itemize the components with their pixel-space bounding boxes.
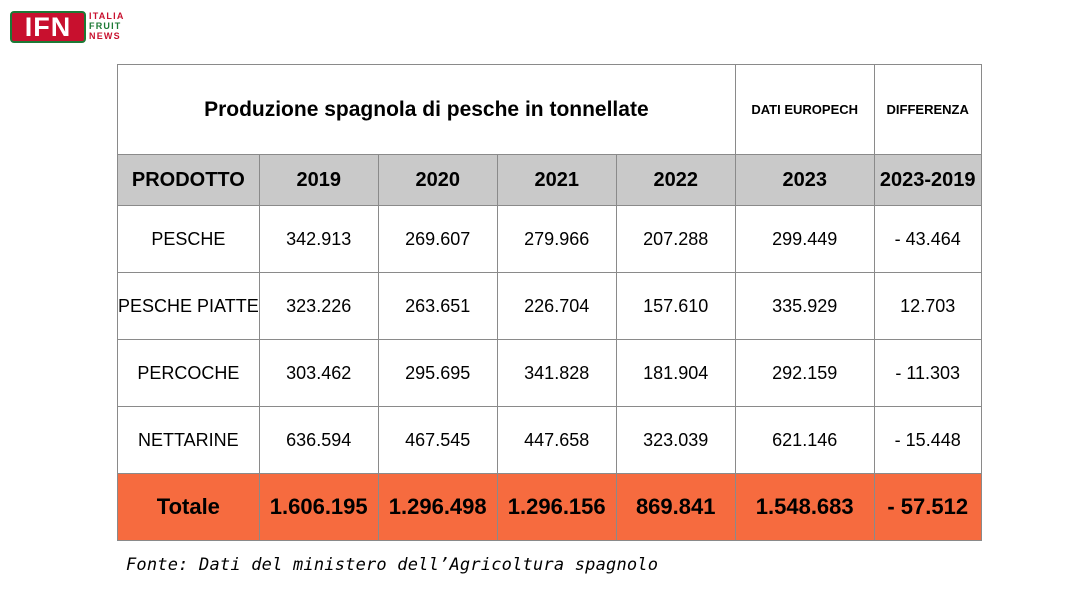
value-cell: 636.594 <box>258 406 379 474</box>
value-cell: 207.288 <box>615 205 736 273</box>
header-difference: 2023-2019 <box>873 154 982 206</box>
header-2020: 2020 <box>377 154 498 206</box>
logo-wordmark: ITALIA FRUIT NEWS <box>89 11 125 41</box>
product-name: PERCOCHE <box>117 339 260 407</box>
total-cell: 1.296.156 <box>496 473 617 541</box>
table-total-row: Totale 1.606.195 1.296.498 1.296.156 869… <box>117 473 982 541</box>
total-cell: 1.606.195 <box>258 473 379 541</box>
difference-note: DIFFERENZA <box>873 64 982 155</box>
difference-cell: - 11.303 <box>873 339 982 407</box>
difference-cell: - 15.448 <box>873 406 982 474</box>
header-2023: 2023 <box>734 154 875 206</box>
total-difference-cell: - 57.512 <box>873 473 982 541</box>
source-note: Fonte: Dati del ministero dell’Agricoltu… <box>126 555 659 575</box>
value-cell: 299.449 <box>734 205 875 273</box>
value-cell: 447.658 <box>496 406 617 474</box>
header-2019: 2019 <box>258 154 379 206</box>
header-prodotto: PRODOTTO <box>117 154 260 206</box>
total-cell: 869.841 <box>615 473 736 541</box>
ifn-logo: IFN ITALIA FRUIT NEWS <box>10 11 125 45</box>
product-name: PESCHE <box>117 205 260 273</box>
value-cell: 157.610 <box>615 272 736 340</box>
value-cell: 292.159 <box>734 339 875 407</box>
value-cell: 226.704 <box>496 272 617 340</box>
europech-note: DATI EUROPECH <box>734 64 875 155</box>
table-row: NETTARINE 636.594 467.545 447.658 323.03… <box>117 406 982 474</box>
value-cell: 335.929 <box>734 272 875 340</box>
difference-cell: 12.703 <box>873 272 982 340</box>
table-row: PERCOCHE 303.462 295.695 341.828 181.904… <box>117 339 982 407</box>
table-header-row: PRODOTTO 2019 2020 2021 2022 2023 2023-2… <box>117 154 982 206</box>
total-cell: 1.548.683 <box>734 473 875 541</box>
value-cell: 181.904 <box>615 339 736 407</box>
table-row: PESCHE 342.913 269.607 279.966 207.288 2… <box>117 205 982 273</box>
header-2021: 2021 <box>496 154 617 206</box>
table-title: Produzione spagnola di pesche in tonnell… <box>117 64 736 155</box>
logo-mark: IFN <box>10 11 86 43</box>
total-label: Totale <box>117 473 260 541</box>
table-row: PESCHE PIATTE 323.226 263.651 226.704 15… <box>117 272 982 340</box>
value-cell: 295.695 <box>377 339 498 407</box>
value-cell: 467.545 <box>377 406 498 474</box>
value-cell: 323.226 <box>258 272 379 340</box>
production-table: Produzione spagnola di pesche in tonnell… <box>117 64 982 541</box>
logo-word-fruit: FRUIT <box>89 21 122 31</box>
value-cell: 342.913 <box>258 205 379 273</box>
value-cell: 303.462 <box>258 339 379 407</box>
value-cell: 323.039 <box>615 406 736 474</box>
header-2022: 2022 <box>615 154 736 206</box>
table-title-row: Produzione spagnola di pesche in tonnell… <box>117 64 982 155</box>
total-cell: 1.296.498 <box>377 473 498 541</box>
value-cell: 279.966 <box>496 205 617 273</box>
value-cell: 263.651 <box>377 272 498 340</box>
logo-word-italia: ITALIA <box>89 11 125 21</box>
value-cell: 269.607 <box>377 205 498 273</box>
product-name: PESCHE PIATTE <box>117 272 260 340</box>
logo-word-news: NEWS <box>89 31 121 41</box>
product-name: NETTARINE <box>117 406 260 474</box>
value-cell: 621.146 <box>734 406 875 474</box>
difference-cell: - 43.464 <box>873 205 982 273</box>
value-cell: 341.828 <box>496 339 617 407</box>
